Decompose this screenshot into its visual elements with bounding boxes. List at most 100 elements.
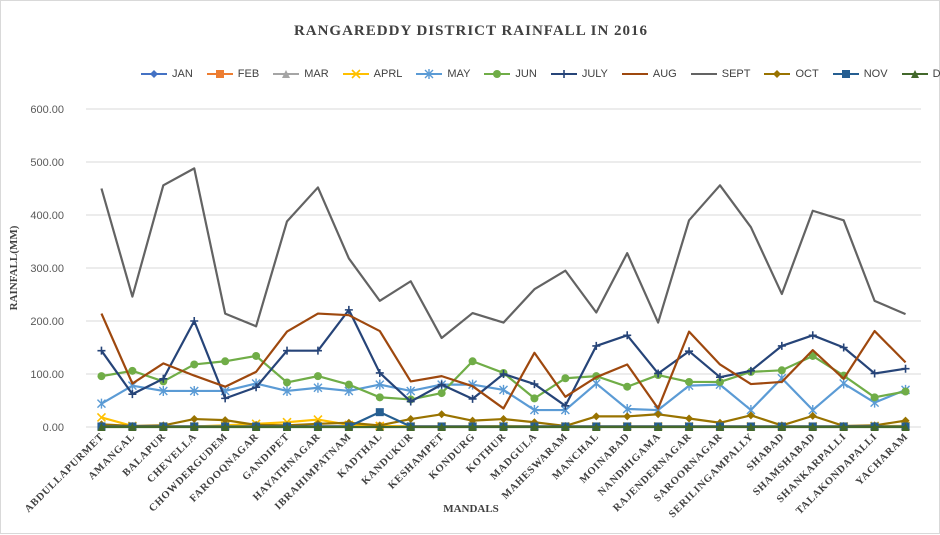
data-point xyxy=(901,423,910,431)
legend-swatch xyxy=(764,70,791,78)
data-point xyxy=(344,305,353,314)
data-point xyxy=(530,380,539,389)
data-point xyxy=(654,410,663,419)
legend-swatch xyxy=(690,73,717,75)
data-point xyxy=(406,397,415,406)
data-point xyxy=(623,412,632,421)
data-point xyxy=(406,415,415,424)
data-point xyxy=(654,369,663,378)
data-point xyxy=(313,346,322,355)
data-point xyxy=(215,70,224,78)
data-point xyxy=(561,374,570,383)
data-point xyxy=(499,423,508,431)
data-point xyxy=(591,378,601,389)
legend-label: JUN xyxy=(515,68,537,80)
data-point xyxy=(128,366,137,375)
data-point xyxy=(344,423,353,431)
data-point xyxy=(808,331,817,340)
data-point xyxy=(252,351,261,360)
data-point xyxy=(808,351,817,360)
data-point xyxy=(375,393,384,402)
data-point xyxy=(221,416,230,425)
data-point xyxy=(351,69,361,79)
data-point xyxy=(190,415,199,424)
data-point xyxy=(499,415,508,424)
data-point xyxy=(592,341,601,350)
series-line xyxy=(100,312,907,410)
y-tick-label: 0.00 xyxy=(43,422,64,434)
data-point xyxy=(375,408,384,417)
data-point xyxy=(841,70,850,78)
data-point xyxy=(870,423,879,431)
data-point xyxy=(715,423,724,431)
data-point xyxy=(499,384,508,395)
data-point xyxy=(910,70,919,78)
data-point xyxy=(344,380,353,389)
data-point xyxy=(283,423,292,431)
data-point xyxy=(252,423,261,431)
y-tick-label: 500.00 xyxy=(30,157,64,169)
data-point xyxy=(158,385,168,396)
data-point xyxy=(654,423,663,431)
data-point xyxy=(406,385,416,396)
data-point xyxy=(493,70,502,78)
legend-swatch xyxy=(621,73,648,75)
legend-label: AUG xyxy=(652,68,677,80)
legend-swatch xyxy=(484,70,511,78)
legend-label: OCT xyxy=(795,68,819,80)
legend-swatch xyxy=(832,70,859,78)
y-axis-title: RAINFALL(MM) xyxy=(8,225,20,310)
legend-item: SEPT xyxy=(690,68,750,80)
data-point xyxy=(777,423,786,431)
x-tick-label: KESHAMPET xyxy=(386,431,446,491)
series-july xyxy=(97,305,910,410)
legend-item: FEB xyxy=(206,68,260,80)
legend-label: NOV xyxy=(863,68,888,80)
series-line xyxy=(100,167,906,340)
data-point xyxy=(189,385,199,396)
data-point xyxy=(424,69,434,79)
legend-label: MAY xyxy=(447,68,471,80)
data-point xyxy=(715,373,724,382)
legend-label: APRL xyxy=(373,68,403,80)
data-point xyxy=(437,410,446,419)
data-point xyxy=(283,346,292,355)
legend-item: JUN xyxy=(484,68,537,80)
data-point xyxy=(190,317,199,325)
data-point xyxy=(561,401,570,410)
x-axis-title: MANDALS xyxy=(443,503,499,515)
data-point xyxy=(715,377,724,386)
y-tick-label: 100.00 xyxy=(30,369,64,381)
legend-swatch xyxy=(901,70,928,78)
data-point xyxy=(623,382,632,391)
legend-swatch xyxy=(141,70,167,78)
y-tick-label: 200.00 xyxy=(30,316,64,328)
data-point xyxy=(252,383,261,392)
data-point xyxy=(870,393,879,402)
data-point xyxy=(375,423,384,431)
data-point xyxy=(159,423,168,431)
legend-swatch xyxy=(550,70,577,78)
legend-swatch xyxy=(273,70,300,78)
legend: JAN FEB MAR APRL MAY JUN JULY AUG SEPT OCT NOV DEC xyxy=(141,68,940,80)
legend-label: FEB xyxy=(237,68,260,80)
data-point xyxy=(313,423,322,431)
series-dec xyxy=(97,423,910,431)
data-point xyxy=(221,394,230,403)
data-point xyxy=(313,372,322,381)
data-point xyxy=(468,394,477,403)
data-point xyxy=(150,70,158,78)
data-point xyxy=(777,366,786,375)
data-point xyxy=(901,364,910,373)
data-point xyxy=(870,369,879,378)
data-point xyxy=(128,423,137,431)
legend-item: OCT xyxy=(764,68,819,80)
data-point xyxy=(97,423,106,431)
legend-item: NOV xyxy=(832,68,888,80)
data-point xyxy=(839,423,848,431)
legend-item: JAN xyxy=(141,68,193,80)
data-point xyxy=(97,372,106,381)
data-point xyxy=(777,341,786,350)
legend-label: JULY xyxy=(581,68,608,80)
